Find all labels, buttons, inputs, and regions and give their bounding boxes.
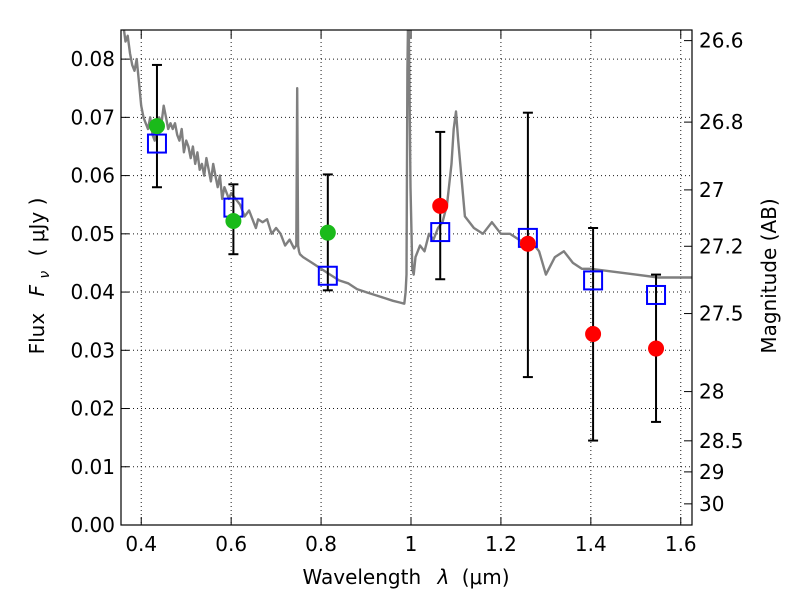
x-tick-label: 1.6 [665,532,697,556]
grid [121,30,692,526]
y-axis-label-prefix: Flux [25,313,49,355]
y-tick-label: 0.04 [70,280,115,304]
observed-point-red [432,197,449,214]
x-tick-label: 1.2 [485,532,517,556]
y-tick-label: 0.00 [70,513,115,537]
y2-tick-label: 27 [699,178,724,202]
observed-point-green [225,213,242,230]
y2-tick-label: 27.5 [699,302,744,326]
y2-tick-label: 27.2 [699,234,744,258]
y2-tick-label: 28 [699,380,724,404]
y-tick-label: 0.01 [70,455,115,479]
observed-point-red [648,340,665,357]
model-photometry-square [583,270,604,291]
y-tick-label: 0.06 [70,164,115,188]
plot-data [122,30,692,442]
model-photometry-square [646,284,667,305]
y2-axis-label: Magnitude (AB) [757,198,781,353]
y-axis-label-symbol: F [25,284,49,296]
x-axis-label: Wavelength λ (μm) [302,565,509,589]
y-tick-label: 0.03 [70,338,115,362]
x-tick-label: 0.6 [215,532,247,556]
observed-point-green [148,118,165,135]
x-tick-label: 0.8 [305,532,337,556]
x-tick-label: 0.4 [125,532,157,556]
y2-tick-label: 26.8 [699,110,744,134]
y2-tick-label: 29 [699,460,724,484]
observed-point-red [519,235,536,252]
observed-point-red [585,325,602,342]
y-axis-label-subscript: ν [37,271,53,279]
x-axis-label-unit: (μm) [462,565,510,589]
model-sed-line [122,30,692,305]
y-axis-label-unit: ( μJy ) [25,198,49,257]
x-tick-label: 1 [405,532,418,556]
model-photometry-square [317,265,338,286]
y2-tick-label: 28.5 [699,429,744,453]
model-photometry-square [430,222,451,243]
observed-point-green [319,224,336,241]
x-axis-label-symbol: λ [437,565,450,589]
model-photometry-square [146,133,167,154]
x-axis-label-prefix: Wavelength [302,565,421,589]
y2-tick-label: 26.6 [699,29,744,53]
x-tick-label: 1.4 [575,532,607,556]
axes: 0.4 0.6 0.8 1 1.2 1.4 1.6 0.00 0.01 0.02 0.03 0.04 0… [70,29,743,556]
y2-tick-label: 30 [699,492,724,516]
y-tick-label: 0.02 [70,397,115,421]
y-tick-label: 0.07 [70,105,115,129]
y-tick-label: 0.05 [70,222,115,246]
y-tick-label: 0.08 [70,47,115,71]
plot-frame [120,29,693,526]
y-axis-label: Flux F ν ( μJy ) [25,198,54,355]
